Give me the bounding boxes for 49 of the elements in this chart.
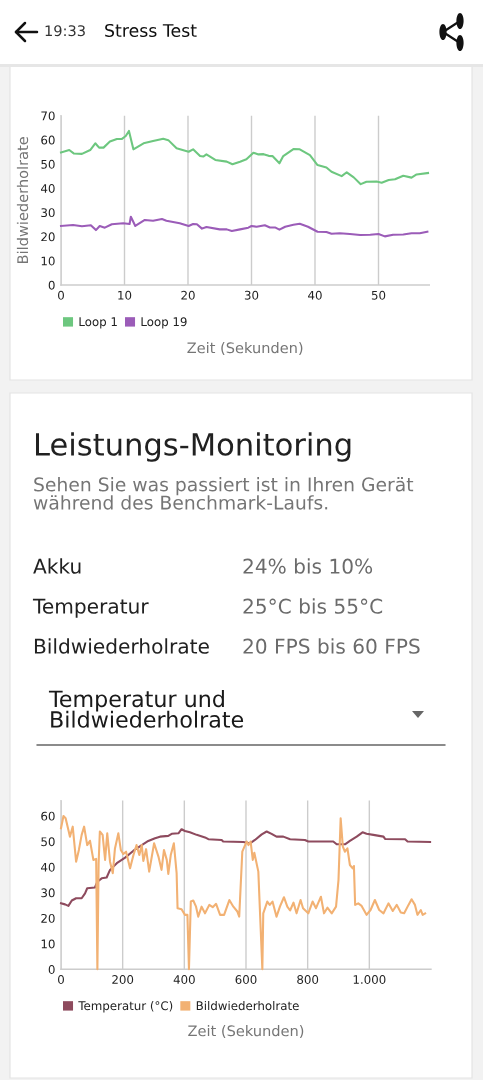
y-tick-label: 10 bbox=[41, 939, 55, 949]
y-tick-label: 10 bbox=[41, 256, 55, 266]
y-tick-label: 30 bbox=[41, 888, 55, 898]
x-tick-label: 1.000 bbox=[353, 975, 386, 984]
x-tick-label: 20 bbox=[181, 290, 195, 300]
line-series bbox=[59, 129, 430, 186]
legend-label: Bildwiederholrate bbox=[196, 1001, 299, 1011]
chart-title: Temperatur und Bildwiederholrate bbox=[48, 690, 244, 728]
line-series bbox=[59, 814, 427, 971]
text: 19:33 bbox=[45, 25, 85, 37]
legend-label: Loop 1 bbox=[79, 317, 117, 329]
x-tick-label: 10 bbox=[118, 290, 132, 300]
text: Akku bbox=[33, 558, 81, 574]
y-tick-label: 20 bbox=[41, 913, 55, 923]
text: 25°C bis 55°C bbox=[243, 598, 383, 614]
x-tick-label: 400 bbox=[173, 975, 195, 984]
x-axis-title: Zeit (Sekunden) bbox=[187, 342, 303, 355]
y-tick-label: 60 bbox=[41, 811, 55, 821]
x-tick-label: 800 bbox=[297, 975, 319, 984]
x-tick-label: 30 bbox=[244, 290, 259, 300]
x-tick-label: 50 bbox=[371, 290, 386, 300]
y-tick-label: 60 bbox=[41, 135, 55, 145]
text: Bildwiederholrate bbox=[34, 638, 209, 654]
text: 20 FPS bis 60 FPS bbox=[243, 638, 420, 654]
x-axis-title: Zeit (Sekunden) bbox=[188, 1025, 304, 1038]
y-tick-label: 50 bbox=[41, 159, 55, 169]
line-series bbox=[59, 828, 432, 907]
x-tick-label: 600 bbox=[235, 975, 257, 984]
y-tick-label: 40 bbox=[41, 183, 55, 193]
x-tick-label: 0 bbox=[58, 290, 64, 300]
legend-label: Loop 19 bbox=[141, 317, 187, 329]
x-tick-label: 200 bbox=[112, 975, 134, 984]
text: Sehen Sie was passiert ist in Ihren Gerät während des Benchmark-Laufs. bbox=[33, 477, 414, 510]
y-tick-label: 40 bbox=[41, 862, 55, 872]
chart-title: Stress Test bbox=[105, 23, 197, 38]
y-tick-label: 0 bbox=[48, 965, 55, 974]
y-axis-title: Bildwiederholrate bbox=[16, 137, 29, 263]
y-tick-label: 20 bbox=[41, 232, 55, 242]
text: Leistungs-Monitoring bbox=[36, 432, 351, 462]
text: Temperatur bbox=[32, 598, 149, 618]
y-tick-label: 70 bbox=[41, 111, 55, 121]
y-tick-label: 30 bbox=[41, 208, 55, 218]
text: 24% bis 10% bbox=[243, 558, 373, 574]
line-series bbox=[59, 215, 429, 238]
x-tick-label: 0 bbox=[58, 975, 64, 984]
legend-label: Temperatur (°C) bbox=[78, 1001, 173, 1013]
y-tick-label: 0 bbox=[48, 280, 55, 290]
x-tick-label: 40 bbox=[308, 290, 322, 300]
y-tick-label: 50 bbox=[41, 837, 55, 847]
